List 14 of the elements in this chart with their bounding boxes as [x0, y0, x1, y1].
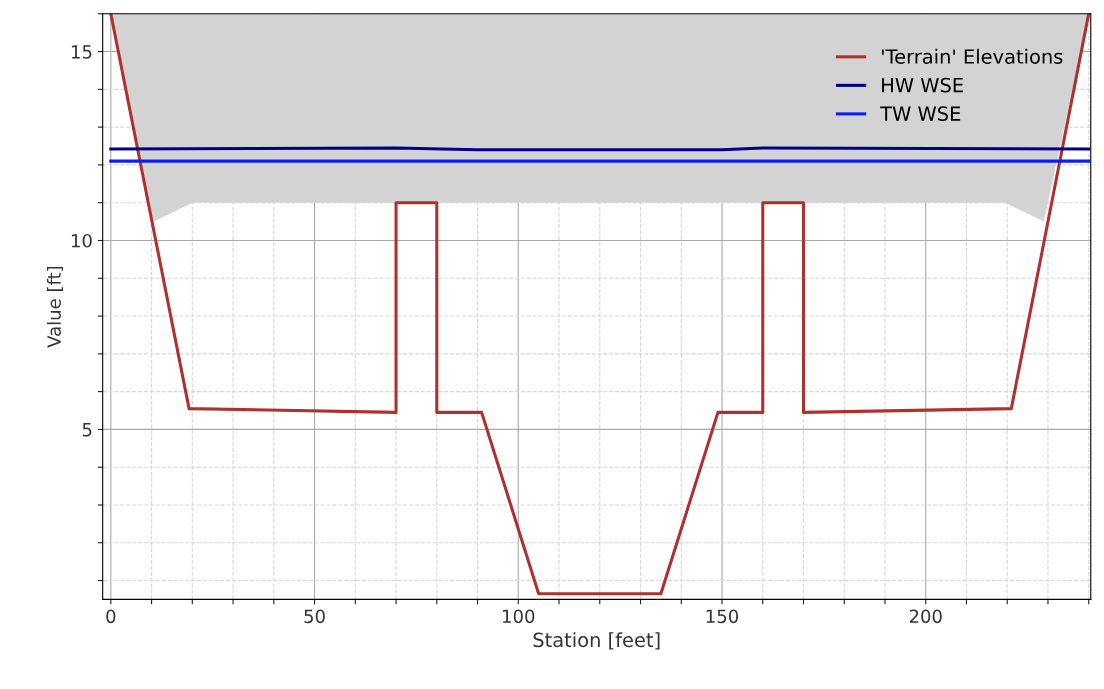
y-tick-label: 5 — [82, 423, 92, 437]
legend-label: 'Terrain' Elevations — [882, 48, 1063, 64]
legend-label: HW WSE — [882, 77, 963, 93]
line-series — [109, 13, 1091, 596]
x-tick-label: 0 — [106, 609, 116, 624]
x-axis-title: Station [feet] — [533, 632, 660, 650]
legend-label: TW WSE — [880, 106, 961, 121]
x-tick-label: 50 — [304, 609, 325, 624]
y-tick-label: 10 — [71, 233, 92, 248]
x-tick-label: 200 — [909, 609, 942, 624]
x-tick-label: 150 — [706, 609, 739, 624]
y-tick-label: 15 — [71, 45, 92, 59]
y-axis-title: Value [ft] — [46, 266, 64, 348]
x-tick-label: 100 — [503, 609, 535, 624]
